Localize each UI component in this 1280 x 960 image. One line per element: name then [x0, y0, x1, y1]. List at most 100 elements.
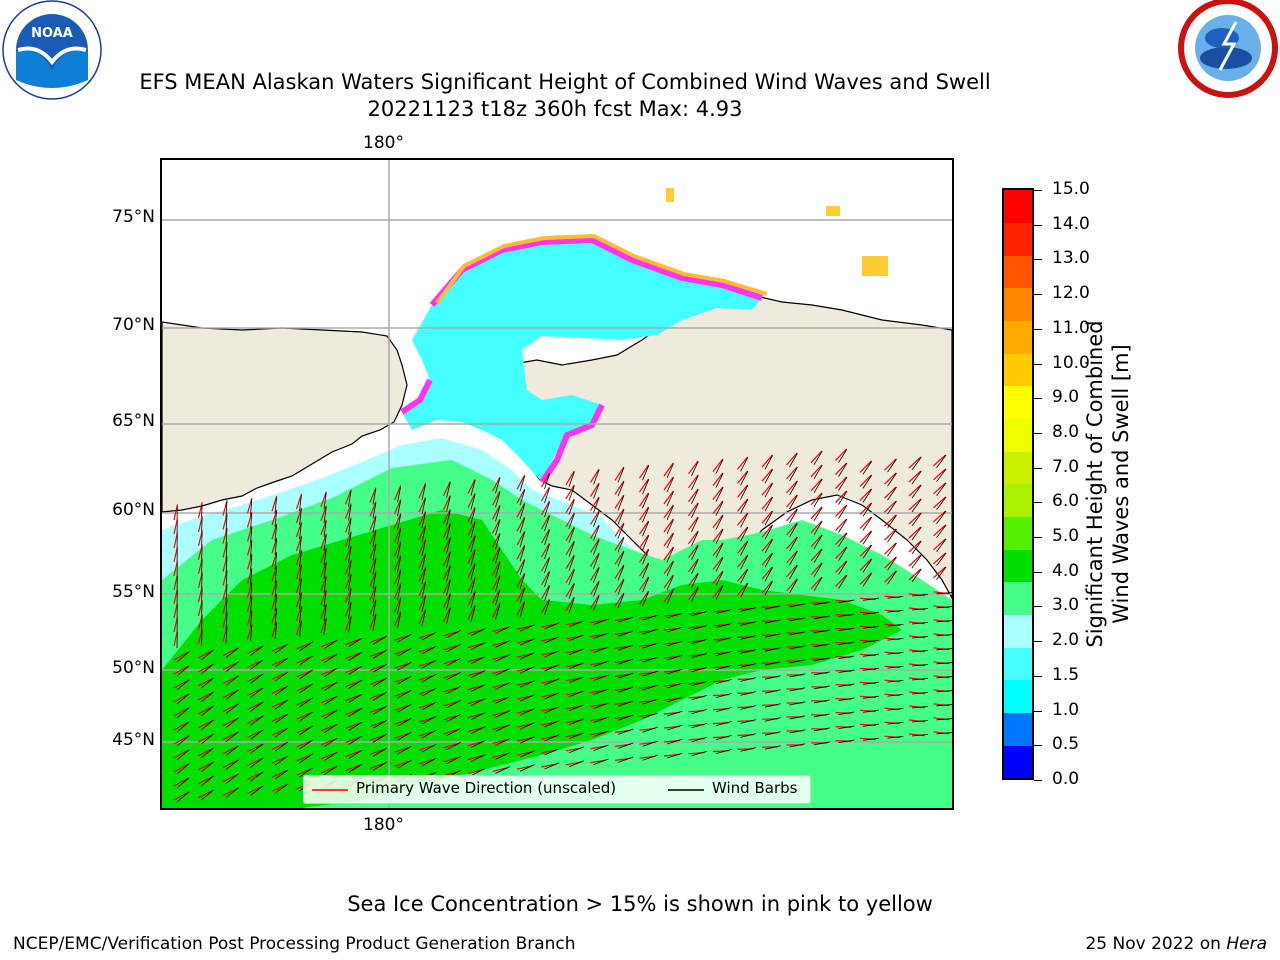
wind-barb: [421, 512, 426, 529]
wind-barb: [813, 643, 830, 648]
wave-direction-arrow: [443, 658, 460, 665]
wind-barb: [250, 715, 264, 726]
wave-direction-arrow: [369, 529, 377, 545]
wave-direction-arrow: [688, 502, 699, 517]
wind-barb: [225, 787, 239, 798]
wave-direction-arrow: [639, 590, 650, 605]
wind-barb: [470, 536, 476, 552]
wave-direction-arrow: [761, 538, 773, 552]
colorbar-segment: [1004, 386, 1032, 419]
wave-direction-arrow: [443, 714, 460, 721]
wind-barb: [176, 749, 190, 761]
wind-barb: [348, 735, 363, 745]
wind-barb: [568, 634, 585, 642]
wave-direction-arrow: [639, 492, 650, 507]
wind-barb: [372, 677, 387, 687]
wind-barb: [617, 756, 634, 763]
wind-barb: [887, 556, 897, 571]
wind-barb: [544, 501, 550, 518]
wave-direction-arrow: [394, 662, 410, 669]
wind-barb: [862, 502, 873, 517]
wind-barb: [617, 523, 625, 539]
wind-barb: [274, 783, 289, 794]
wind-barb: [617, 644, 634, 651]
wave-direction-arrow: [467, 563, 476, 578]
wind-barb: [568, 471, 575, 487]
wind-barb: [740, 471, 749, 486]
wind-barb: [813, 741, 830, 746]
wave-direction-arrow: [491, 490, 501, 506]
wave-direction-arrow: [369, 599, 377, 615]
colorbar-segment: [1004, 549, 1032, 583]
wave-direction-arrow: [565, 470, 575, 486]
wave-direction-arrow: [835, 504, 847, 518]
wave-direction-arrow: [394, 690, 410, 697]
wind-barb: [789, 494, 798, 510]
wind-barb: [348, 602, 352, 619]
wind-barb: [372, 600, 377, 617]
wave-direction-arrow: [222, 625, 228, 642]
wave-direction-arrow: [393, 611, 402, 627]
wind-barb: [936, 482, 947, 497]
wind-barb: [299, 739, 313, 750]
colorbar-tick-label: 12.0: [1052, 283, 1090, 304]
wind-barb: [568, 527, 575, 543]
colorbar-tick: [1034, 571, 1042, 573]
wind-barb: [642, 670, 658, 677]
wave-direction-arrow: [491, 560, 501, 576]
wind-barb: [764, 454, 774, 470]
wind-barb: [495, 654, 511, 662]
colorbar-tick: [1034, 780, 1042, 781]
wind-barb: [764, 633, 781, 638]
wave-direction-arrow: [418, 525, 427, 541]
wave-direction-arrow: [393, 527, 402, 543]
wind-barb: [666, 724, 683, 731]
wave-direction-arrow: [908, 456, 922, 469]
colorbar: [1002, 188, 1034, 780]
wave-direction-arrow: [761, 524, 773, 538]
wind-barb: [299, 697, 313, 708]
wave-direction-arrow: [296, 684, 312, 692]
wind-barb: [299, 607, 302, 624]
wave-direction-arrow: [442, 593, 451, 609]
wind-barb: [323, 492, 327, 509]
wind-barb: [176, 791, 190, 803]
wind-barb: [544, 622, 560, 630]
wind-barb: [887, 528, 897, 543]
wind-barb: [691, 666, 707, 673]
wind-barb: [274, 657, 289, 668]
wind-barb: [764, 647, 781, 652]
wind-barb: [519, 475, 526, 492]
wave-direction-arrow: [295, 591, 303, 608]
wind-barb: [446, 686, 461, 695]
wind-barb: [470, 754, 486, 762]
wind-barb: [470, 564, 476, 580]
wind-barb: [593, 632, 609, 639]
wave-direction-arrow: [933, 731, 950, 735]
wind-barb: [544, 473, 550, 490]
wind-barb: [764, 580, 774, 596]
wind-barb: [446, 644, 461, 653]
wave-direction-arrow: [565, 526, 575, 542]
wind-barb: [274, 595, 278, 612]
wave-direction-arrow: [908, 526, 922, 539]
wind-barb: [789, 743, 806, 748]
wind-barb: [250, 583, 253, 600]
wave-direction-arrow: [418, 539, 427, 555]
wind-barb: [617, 579, 625, 595]
wind-barb: [176, 707, 190, 719]
wave-direction-arrow: [246, 539, 253, 556]
wind-barb: [397, 556, 402, 573]
wind-barb: [519, 666, 535, 674]
wind-barb: [201, 649, 215, 661]
wave-direction-arrow: [418, 483, 427, 499]
wind-barb: [372, 572, 377, 589]
wave-direction-arrow: [589, 468, 600, 483]
legend-wind-label: Wind Barbs: [712, 779, 798, 797]
colorbar-tick-label: 5.0: [1052, 526, 1080, 547]
wave-field-cyan-chukchi: [402, 240, 762, 482]
wind-barb: [470, 550, 476, 566]
wave-direction-arrow: [516, 516, 526, 532]
wave-direction-arrow: [835, 518, 847, 532]
wind-barb: [274, 713, 289, 724]
